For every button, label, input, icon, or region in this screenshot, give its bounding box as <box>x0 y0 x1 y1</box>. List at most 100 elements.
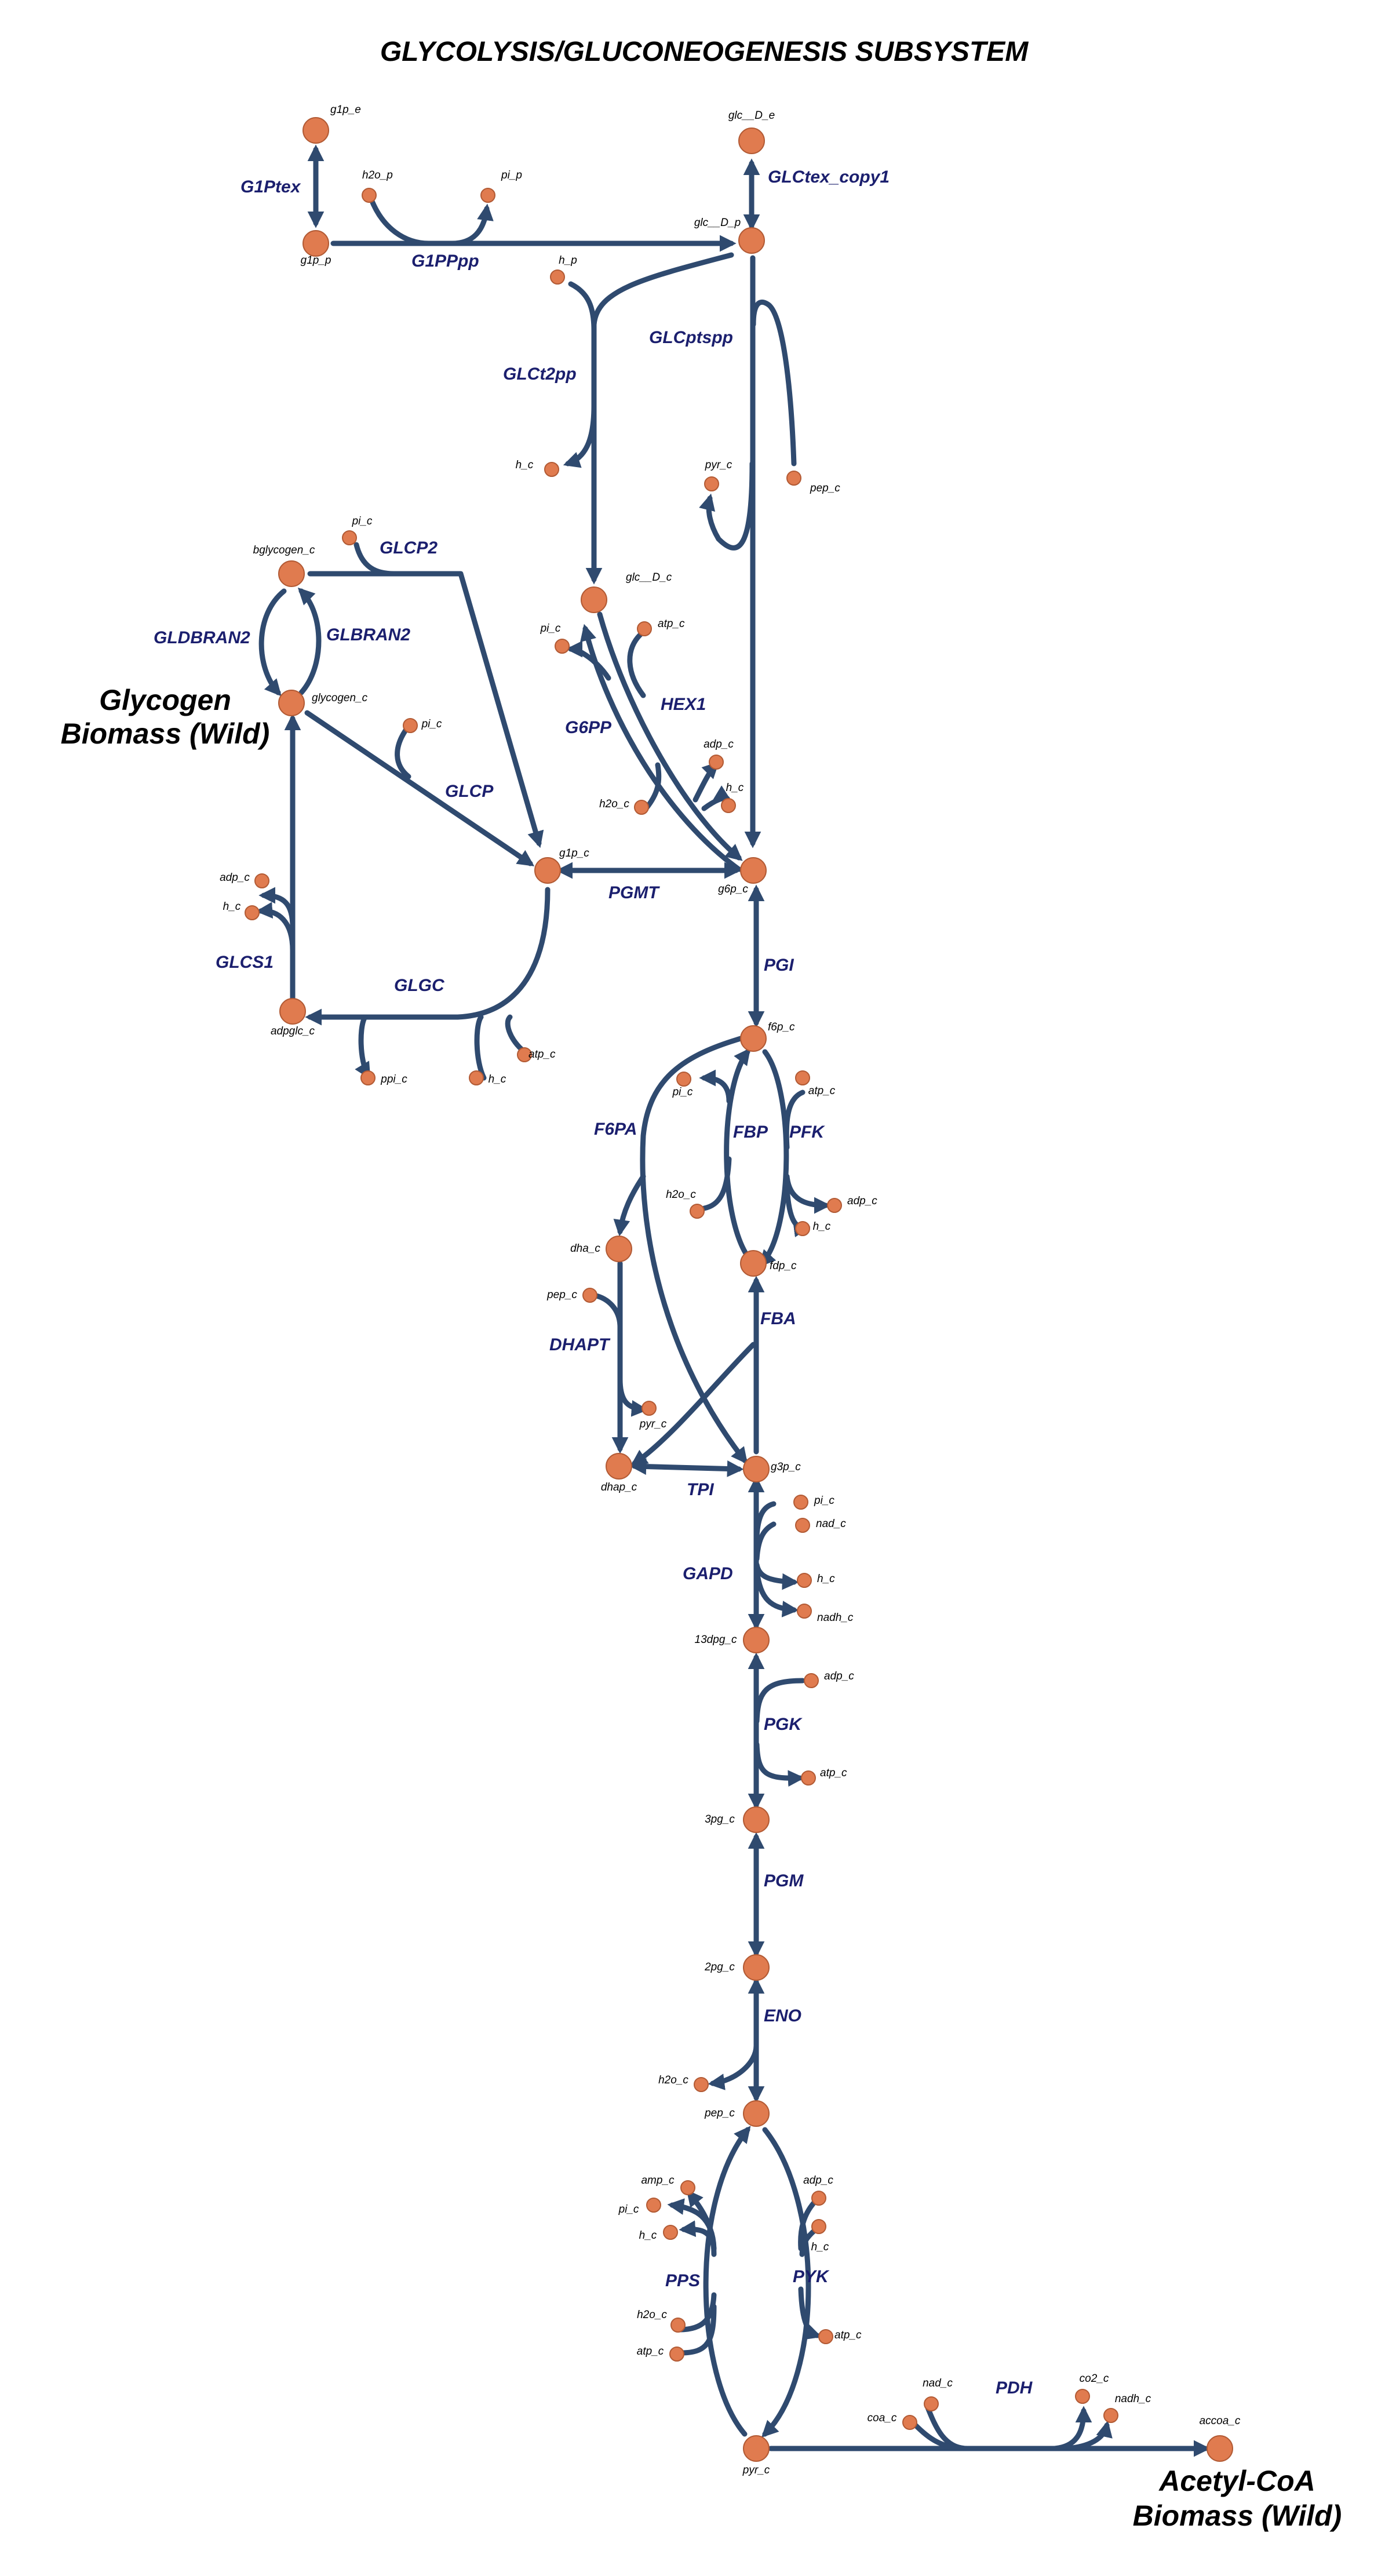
rxn-label-gldbran2[interactable]: GLDBRAN2 <box>154 628 250 647</box>
metabolite-node[interactable] <box>1207 2435 1233 2462</box>
metabolite-node[interactable] <box>721 798 736 813</box>
metabolite-node[interactable] <box>709 755 724 770</box>
metabolite-node[interactable] <box>555 639 570 654</box>
metabolite-node[interactable] <box>362 188 377 203</box>
metabolite-ppi-c[interactable]: ppi_c <box>360 1070 407 1085</box>
metabolite-node[interactable] <box>634 800 649 815</box>
metabolite-h-c-5[interactable]: h_c <box>795 1220 831 1236</box>
metabolite-node[interactable] <box>606 1236 632 1262</box>
metabolite-g1p-c[interactable]: g1p_c <box>534 847 589 884</box>
metabolite-pi-c-1[interactable]: pi_c <box>342 515 373 545</box>
metabolite-pi-c-3[interactable]: pi_c <box>540 622 570 654</box>
metabolite-node[interactable] <box>302 230 329 257</box>
metabolite-node[interactable] <box>245 905 260 920</box>
metabolite-node[interactable] <box>669 2347 684 2362</box>
metabolite-node[interactable] <box>738 227 765 254</box>
metabolite-node[interactable] <box>743 1627 770 1653</box>
metabolite-node[interactable] <box>743 1954 770 1981</box>
rxn-label-pgm[interactable]: PGM <box>764 1871 804 1890</box>
metabolite-atp-c-3[interactable]: atp_c <box>795 1070 836 1097</box>
metabolite-nadh-c-1[interactable]: nadh_c <box>797 1604 854 1624</box>
metabolite-pi-c-5[interactable]: pi_c <box>793 1495 834 1510</box>
metabolite-nadh-c-2[interactable]: nadh_c <box>1103 2393 1151 2423</box>
metabolite-adp-c-3[interactable]: adp_c <box>827 1195 877 1213</box>
metabolite-node[interactable] <box>637 621 652 636</box>
metabolite-node[interactable] <box>342 530 357 545</box>
rxn-label-g1pppp[interactable]: G1PPpp <box>411 252 479 271</box>
rxn-label-pgk[interactable]: PGK <box>764 1715 803 1734</box>
metabolite-node[interactable] <box>740 857 767 884</box>
metabolite-node[interactable] <box>544 462 559 477</box>
metabolite-node[interactable] <box>811 2219 826 2234</box>
metabolite-node[interactable] <box>743 2435 770 2462</box>
metabolite-h2o-c-3[interactable]: h2o_c <box>658 2074 709 2092</box>
rxn-label-fba[interactable]: FBA <box>760 1309 796 1328</box>
rxn-label-glct2pp[interactable]: GLCt2pp <box>503 365 577 384</box>
metabolite-node[interactable] <box>797 1573 812 1588</box>
metabolite-h-c-4[interactable]: h_c <box>469 1070 506 1085</box>
metabolite-adp-c-4[interactable]: adp_c <box>804 1670 854 1688</box>
metabolite-h-c-2[interactable]: h_c <box>721 782 744 813</box>
metabolite-node[interactable] <box>801 1770 816 1786</box>
metabolite-g1p-e[interactable]: g1p_e <box>302 104 361 144</box>
metabolite-g1p-p[interactable]: g1p_p <box>301 230 331 267</box>
metabolite-node[interactable] <box>302 117 329 144</box>
metabolite-adpglc-c[interactable]: adpglc_c <box>271 998 315 1037</box>
metabolite-node[interactable] <box>278 560 305 587</box>
metabolite-node[interactable] <box>797 1604 812 1619</box>
metabolite-node[interactable] <box>786 471 801 486</box>
metabolite-atp-c-5[interactable]: atp_c <box>818 2329 862 2344</box>
metabolite-node[interactable] <box>743 1806 770 1833</box>
rxn-label-g6pp[interactable]: G6PP <box>565 718 612 737</box>
metabolite-node[interactable] <box>818 2329 833 2344</box>
metabolite-node[interactable] <box>360 1070 376 1085</box>
metabolite-pi-c-4[interactable]: pi_c <box>672 1072 693 1098</box>
rxn-label-hex1[interactable]: HEX1 <box>661 695 706 714</box>
metabolite-node[interactable] <box>924 2396 939 2411</box>
metabolite-f6p-c[interactable]: f6p_c <box>740 1021 795 1052</box>
metabolite-g6p-c[interactable]: g6p_c <box>718 857 767 895</box>
metabolite-node[interactable] <box>550 269 565 285</box>
metabolite-2pg-c[interactable]: 2pg_c <box>704 1954 770 1981</box>
metabolite-h2o-c-2[interactable]: h2o_c <box>666 1189 705 1219</box>
metabolite-node[interactable] <box>743 1456 770 1482</box>
metabolite-pep-c-3[interactable]: pep_c <box>704 2100 770 2127</box>
metabolite-amp-c[interactable]: amp_c <box>641 2174 695 2195</box>
metabolite-pep-c-2[interactable]: pep_c <box>546 1288 597 1303</box>
metabolite-h-c-1[interactable]: h_c <box>516 459 559 477</box>
metabolite-node[interactable] <box>480 188 495 203</box>
metabolite-node[interactable] <box>403 718 418 733</box>
rxn-label-pdh[interactable]: PDH <box>996 2378 1033 2398</box>
metabolite-node[interactable] <box>902 2415 917 2430</box>
metabolite-atp-c-1[interactable]: atp_c <box>637 618 685 636</box>
metabolite-node[interactable] <box>469 1070 484 1085</box>
metabolite-g3p-c[interactable]: g3p_c <box>743 1456 801 1482</box>
metabolite-node[interactable] <box>743 2100 770 2127</box>
metabolite-node[interactable] <box>517 1047 532 1062</box>
metabolite-node[interactable] <box>1103 2408 1118 2423</box>
metabolite-node[interactable] <box>670 2318 686 2333</box>
metabolite-node[interactable] <box>793 1495 808 1510</box>
metabolite-h-c-6[interactable]: h_c <box>797 1573 835 1588</box>
metabolite-glc-D-c[interactable]: glc__D_c <box>581 571 672 613</box>
metabolite-node[interactable] <box>680 2180 695 2195</box>
metabolite-node[interactable] <box>795 1221 810 1236</box>
metabolite-node[interactable] <box>663 2225 678 2240</box>
rxn-label-pgmt[interactable]: PGMT <box>608 883 660 902</box>
metabolite-nad-c-2[interactable]: nad_c <box>923 2377 953 2411</box>
metabolite-3pg-c[interactable]: 3pg_c <box>705 1806 770 1833</box>
metabolite-co2-c[interactable]: co2_c <box>1075 2373 1109 2404</box>
rxn-label-glcs1[interactable]: GLCS1 <box>216 953 274 972</box>
metabolite-node[interactable] <box>1075 2389 1090 2404</box>
rxn-label-f6pa[interactable]: F6PA <box>594 1120 637 1139</box>
rxn-label-glctex-copy1[interactable]: GLCtex_copy1 <box>768 167 890 187</box>
rxn-label-glcp[interactable]: GLCP <box>445 782 494 801</box>
metabolite-node[interactable] <box>740 1250 767 1277</box>
metabolite-dha-c[interactable]: dha_c <box>570 1236 632 1262</box>
metabolite-h-c-3[interactable]: h_c <box>223 901 260 920</box>
rxn-label-g1ptex[interactable]: G1Ptex <box>240 177 301 196</box>
metabolite-accoa-c[interactable]: accoa_c <box>1200 2415 1241 2462</box>
metabolite-h2o-c-4[interactable]: h2o_c <box>637 2309 686 2333</box>
metabolite-node[interactable] <box>804 1673 819 1688</box>
metabolite-pyr-c-1[interactable]: pyr_c <box>704 459 732 491</box>
